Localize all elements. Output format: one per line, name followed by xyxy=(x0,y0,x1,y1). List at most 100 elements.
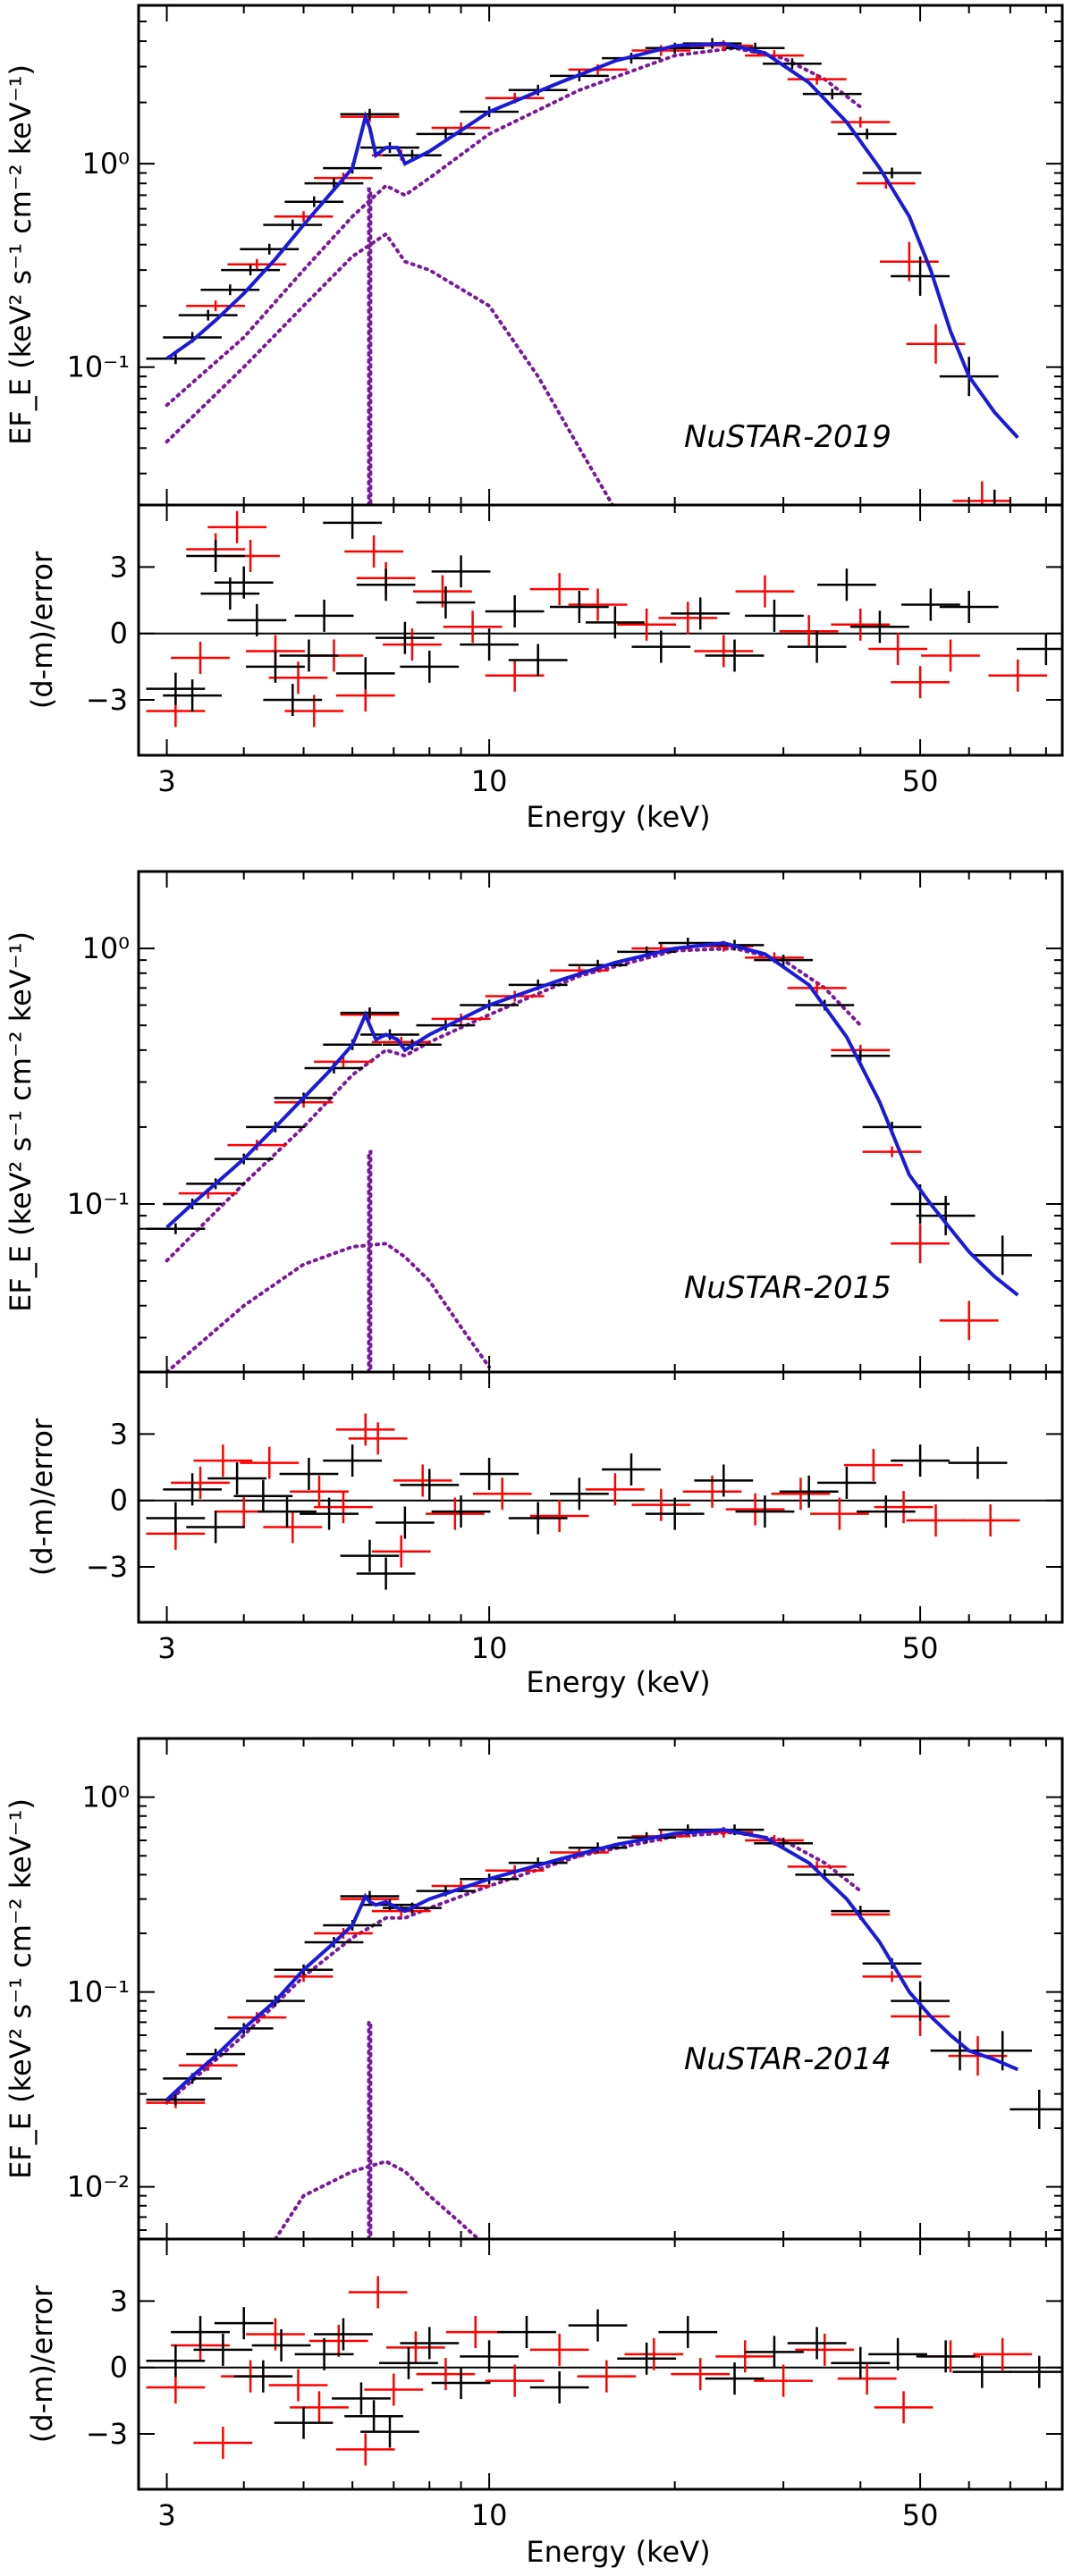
fpmb-residual xyxy=(472,1477,532,1511)
fpmb-residual xyxy=(268,2369,328,2402)
best-fit-model xyxy=(165,41,1019,440)
residual-axes-frame xyxy=(137,1370,1064,1624)
fpmb-residual xyxy=(314,1491,373,1524)
residual-y-tick-label: −3 xyxy=(86,683,128,717)
fpma-residual xyxy=(279,1457,339,1490)
fpma-residual xyxy=(585,606,645,639)
fpmb-residual xyxy=(874,2391,934,2424)
residual-y-tick-label: 0 xyxy=(110,2351,128,2385)
fpmb-residual xyxy=(973,2337,1033,2370)
fpmb-residual xyxy=(240,1446,300,1479)
fpma-residual xyxy=(233,1479,293,1512)
fpma-residual xyxy=(263,684,323,717)
fpmb-residual xyxy=(485,2364,545,2397)
fpmb-data-point xyxy=(862,1146,922,1158)
fpmb-residual xyxy=(577,2360,637,2393)
fpma-residual xyxy=(705,2362,765,2395)
fpma-residual xyxy=(340,1539,400,1572)
fpma-data-point xyxy=(763,58,822,70)
fpmb-residual xyxy=(416,2358,476,2391)
fpma-data-point xyxy=(416,128,476,139)
fpmb-residual xyxy=(335,1413,395,1446)
fpma-residual xyxy=(735,1495,795,1528)
x-tick-label: 50 xyxy=(902,1631,939,1665)
fpmb-residual xyxy=(364,2373,424,2406)
fpma-residual xyxy=(294,599,354,632)
fpma-residual xyxy=(274,2406,334,2439)
fpma-data-point xyxy=(146,1223,206,1234)
fpma-residual xyxy=(568,2309,628,2342)
residual-y-tick-label: 0 xyxy=(110,1484,128,1518)
y-axis-label: EF_E (keV² s⁻¹ cm⁻² keV⁻¹) xyxy=(4,1798,38,2179)
fpma-residual xyxy=(193,2333,253,2366)
fpma-residual xyxy=(146,1502,206,1535)
observation-label: NuSTAR-2015 xyxy=(684,1270,891,1306)
fpmb-data-point xyxy=(227,258,287,270)
best-fit-model xyxy=(165,940,1019,1297)
fpma-residual xyxy=(817,1466,876,1499)
fpma-data-point xyxy=(862,167,922,179)
fpma-residual xyxy=(617,2342,677,2375)
fpmb-residual xyxy=(617,608,677,641)
fpmb-residual xyxy=(348,1422,408,1455)
fpmb-residual xyxy=(874,1491,934,1524)
fpma-residual xyxy=(431,1495,491,1528)
fpmb-residual xyxy=(290,2391,349,2424)
fpmb-data-point xyxy=(862,1971,922,1983)
fpma-residual xyxy=(671,597,731,630)
y-tick-label: 10⁰ xyxy=(81,1780,130,1814)
fpma-residual xyxy=(233,2360,293,2393)
fpma-data-point xyxy=(916,1196,976,1236)
fpmb-data-point xyxy=(952,481,1012,505)
fpma-residual xyxy=(356,568,416,602)
fpma-residual xyxy=(460,628,519,661)
fpmb-residual xyxy=(529,1500,589,1533)
fpma-residual xyxy=(416,586,476,619)
fpmb-residual xyxy=(445,2316,505,2349)
fpmb-residual xyxy=(779,615,839,648)
fpmb-residual xyxy=(624,2337,684,2370)
fpma-data-point xyxy=(340,108,400,120)
fpma-residual xyxy=(246,650,305,683)
y-tick-label: 10⁻¹ xyxy=(67,350,130,384)
fpma-residual xyxy=(258,1495,317,1528)
residual-y-tick-label: −3 xyxy=(86,1550,128,1584)
x-tick-label: 50 xyxy=(902,2498,939,2532)
fpmb-residual xyxy=(171,641,230,674)
fpma-data-point xyxy=(1010,2089,1062,2129)
residual-y-tick-label: 3 xyxy=(110,1417,128,1451)
fpmb-residual xyxy=(891,666,950,699)
fpmb-residual xyxy=(837,2362,897,2395)
chart-panel-2: 3 10 50 Energy (keV) 10⁻¹ 10⁰ −3 0 3 EF_E (keV² s… xyxy=(4,870,1064,1699)
fpmb-residual xyxy=(207,510,267,543)
x-axis-label: Energy (keV) xyxy=(526,2535,710,2569)
fpma-residual xyxy=(529,2371,589,2404)
fpma-residual xyxy=(431,2367,491,2400)
fpma-residual xyxy=(745,2336,804,2369)
fpma-residual xyxy=(332,2382,391,2415)
fpmb-residual xyxy=(371,1535,431,1568)
y-tick-label: 10⁻¹ xyxy=(67,1975,130,2009)
y-tick-label: 10⁰ xyxy=(81,147,130,181)
y-tick-label: 10⁻¹ xyxy=(67,1187,130,1221)
fpma-data-point xyxy=(891,256,950,296)
spectrum-axes-frame xyxy=(137,1737,1064,2241)
residual-axis-label: (d-m)/error xyxy=(25,551,59,709)
fpmb-residual xyxy=(831,608,891,641)
fpmb-residual xyxy=(290,1475,349,1508)
y-axis-label: EF_E (keV² s⁻¹ cm⁻² keV⁻¹) xyxy=(4,64,38,445)
residual-plot xyxy=(139,1413,1062,1590)
best-fit-model xyxy=(165,1828,1019,2101)
fpmb-data-point xyxy=(831,116,891,128)
fpmb-residual xyxy=(443,610,503,644)
fpmb-data-point xyxy=(787,73,847,85)
fpma-residual xyxy=(549,590,609,623)
fpma-residual xyxy=(323,1444,383,1477)
fpma-data-point xyxy=(973,1235,1033,1275)
fpma-residual xyxy=(375,1506,435,1539)
spectrum-axes-frame xyxy=(137,870,1064,1374)
residual-y-tick-label: 3 xyxy=(110,550,128,584)
fpma-residual xyxy=(645,1497,705,1530)
fpmb-residual xyxy=(715,2340,775,2373)
chart-panel-3: 3 10 50 Energy (keV) 10⁻² 10⁻¹ 10⁰ −3 0 3 EF_E (ke… xyxy=(4,1737,1064,2569)
